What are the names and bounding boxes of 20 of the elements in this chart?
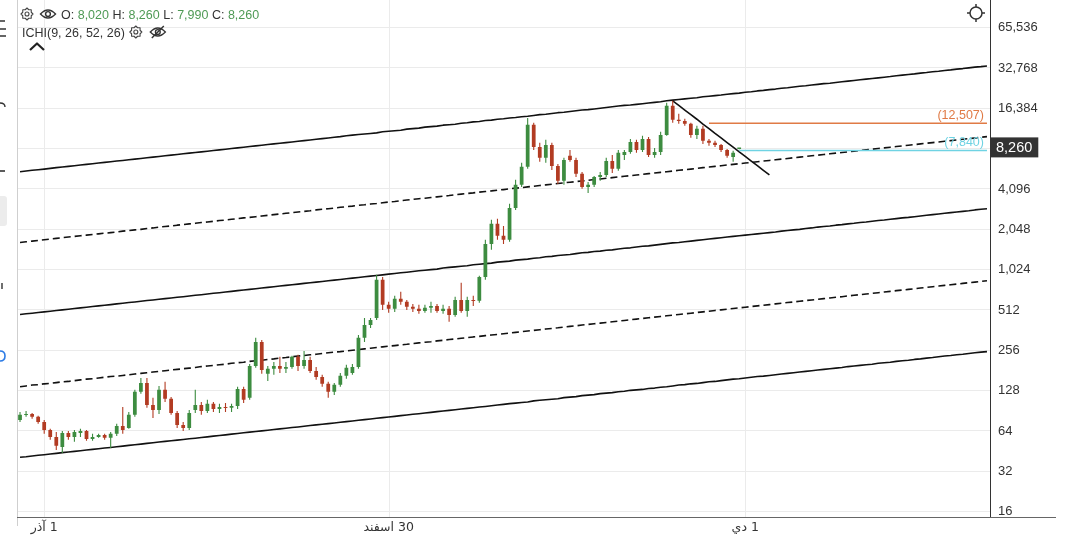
- x-tick-label: 1 دي: [731, 519, 759, 534]
- y-tick-label: 16: [998, 503, 1013, 519]
- y-tick-label: 256: [998, 342, 1020, 358]
- text: ICHI(9, 26, 52, 26): [22, 26, 125, 40]
- y-tick-label: 512: [998, 301, 1020, 317]
- x-tick-label: 30 اسفند: [363, 519, 414, 534]
- series-label: (7,840): [944, 135, 984, 150]
- text: O: 8,020 H: 8,260 L: 7,990 C: 8,260: [61, 7, 260, 22]
- y-tick-label: 32: [998, 463, 1013, 479]
- y-tick-label: 65,536: [998, 19, 1038, 35]
- y-tick-label: 32,768: [998, 59, 1038, 75]
- series-label: (12,507): [937, 108, 984, 123]
- y-tick-label: 16,384: [998, 100, 1038, 116]
- y-tick-label: 128: [998, 382, 1020, 398]
- price-tag: 8,260: [990, 137, 1039, 158]
- y-tick-label: 4,096: [998, 180, 1031, 196]
- y-tick-label: 2,048: [998, 221, 1031, 237]
- y-tick-label: 1,024: [998, 261, 1031, 277]
- y-tick-label: 64: [998, 422, 1013, 438]
- x-tick-label: 1 آذر: [29, 519, 58, 535]
